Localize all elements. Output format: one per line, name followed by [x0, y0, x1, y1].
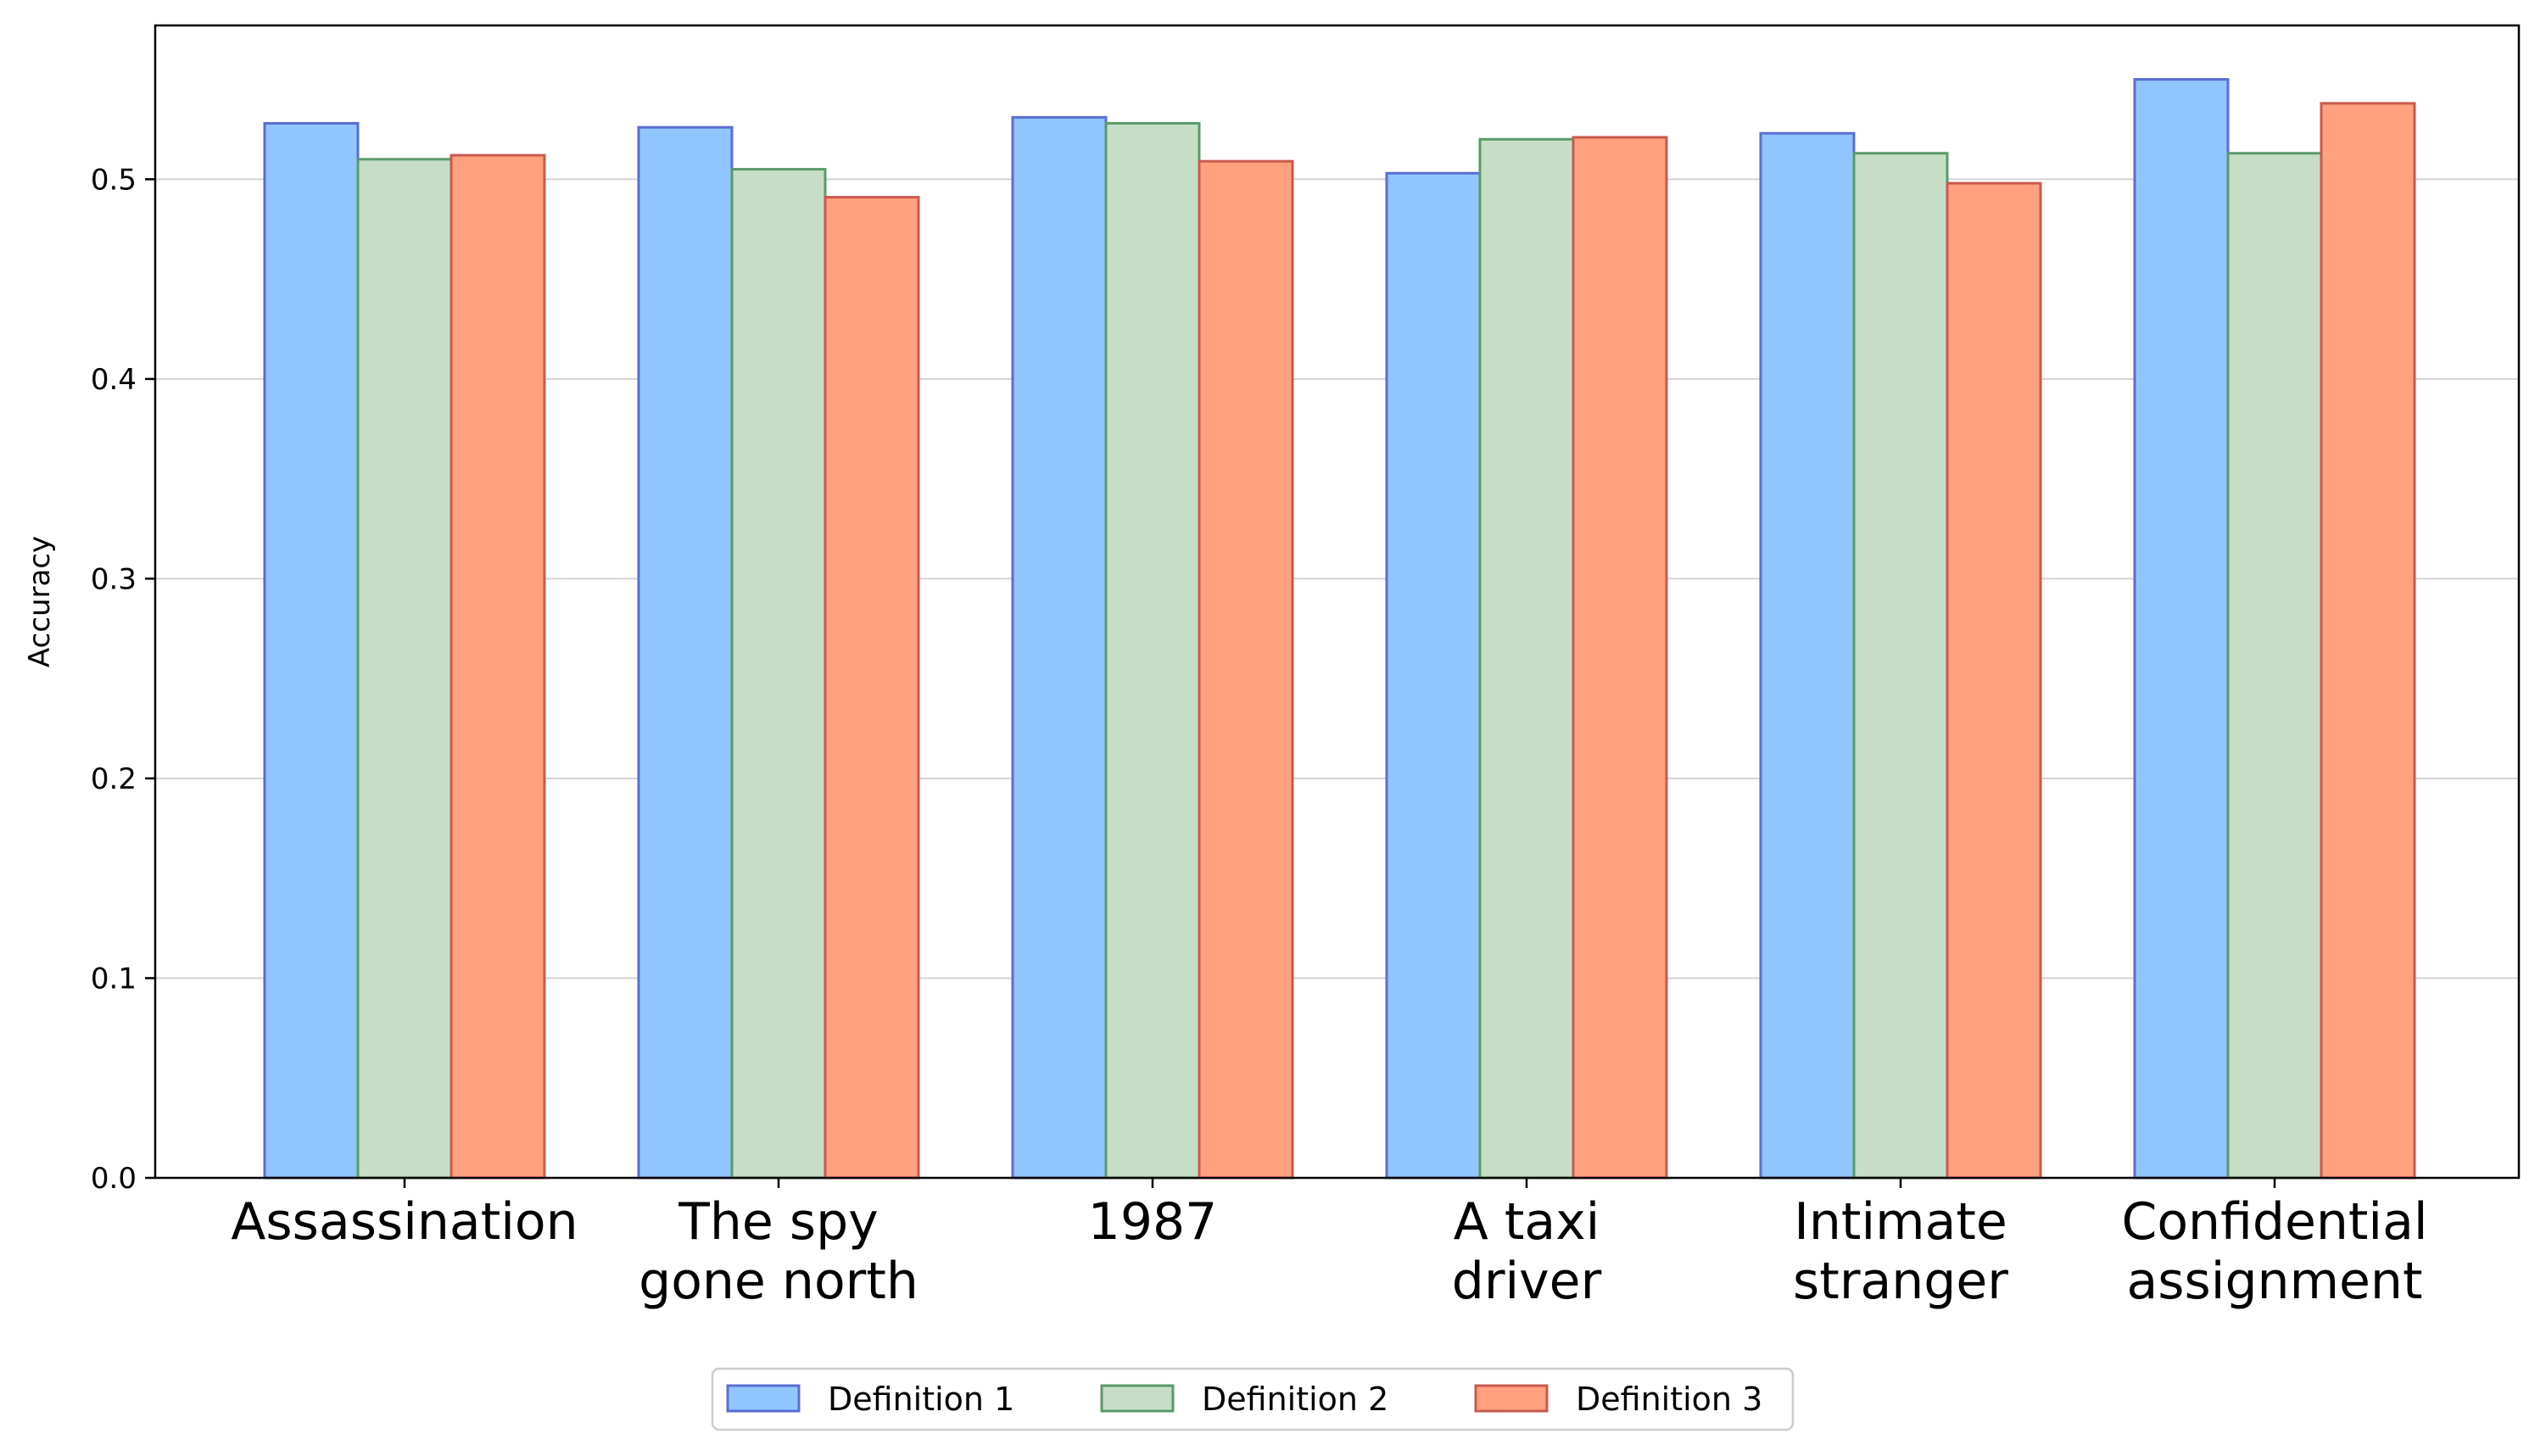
y-tick-label: 0.3 [91, 562, 137, 596]
plot-frame [154, 24, 2521, 1180]
y-tick-label: 0.2 [91, 762, 137, 796]
legend-frame [711, 1367, 1795, 1431]
y-tick-label: 0.4 [91, 363, 137, 397]
y-tick-label: 0.1 [91, 962, 137, 996]
bar [449, 153, 546, 1180]
legend-swatch [1474, 1384, 1549, 1413]
legend-label: Definition 1 [828, 1381, 1014, 1418]
bar [1104, 121, 1201, 1180]
bar [1572, 136, 1668, 1180]
bar [1011, 115, 1108, 1180]
bar [2133, 78, 2230, 1180]
bar [637, 126, 734, 1180]
bar [1385, 171, 1482, 1180]
bar [1759, 131, 1856, 1180]
bar [730, 168, 827, 1180]
x-axis: Assassination The spy gone north 1987 A taxi… [231, 1178, 2428, 1311]
legend-swatch [726, 1384, 801, 1413]
y-axis: 0.0 0.1 0.2 0.3 0.4 0.5 [91, 163, 155, 1196]
bar [824, 196, 920, 1180]
x-tick-label: Confidential assignment [2121, 1192, 2427, 1311]
bar [263, 121, 360, 1180]
y-axis-title: Accuracy [23, 536, 57, 667]
bar [1946, 181, 2042, 1180]
bar [1852, 152, 1949, 1180]
bar [2226, 152, 2323, 1180]
y-tick-label: 0.5 [91, 163, 137, 197]
bar [2320, 102, 2416, 1180]
x-tick-label: Assassination [231, 1192, 578, 1252]
x-tick-label: 1987 [1088, 1192, 1218, 1252]
bar [356, 158, 453, 1180]
bar [1478, 137, 1575, 1180]
grid-lines [155, 178, 2519, 979]
x-tick-label: The spy gone north [639, 1192, 918, 1311]
bar [1198, 159, 1294, 1180]
legend-label: Definition 3 [1576, 1381, 1762, 1418]
y-tick-label: 0.0 [91, 1162, 137, 1196]
x-tick-label: Intimate stranger [1793, 1192, 2008, 1311]
legend-swatch [1100, 1384, 1175, 1413]
legend-label: Definition 2 [1202, 1381, 1388, 1418]
bars [263, 78, 2416, 1180]
x-tick-label: A taxi driver [1452, 1192, 1602, 1311]
legend: Definition 1 Definition 2 Definition 3 [711, 1367, 1795, 1431]
